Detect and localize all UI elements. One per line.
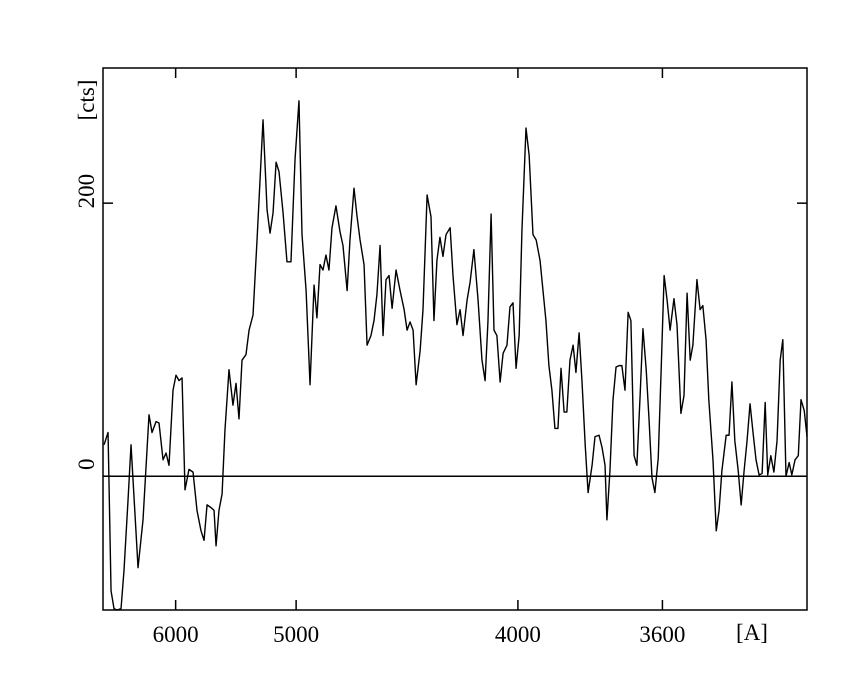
x-tick-label: 4000 [495, 622, 541, 647]
y-axis-label: [cts] [74, 80, 99, 121]
x-tick-label: 6000 [153, 622, 199, 647]
spectrum-line [103, 100, 808, 611]
y-tick-label: 0 [74, 458, 99, 470]
x-tick-label: 5000 [273, 622, 319, 647]
x-axis-label: [A] [736, 620, 768, 645]
x-tick-label: 3600 [639, 622, 685, 647]
plot-frame [102, 67, 808, 611]
y-tick-label: 200 [74, 174, 99, 209]
